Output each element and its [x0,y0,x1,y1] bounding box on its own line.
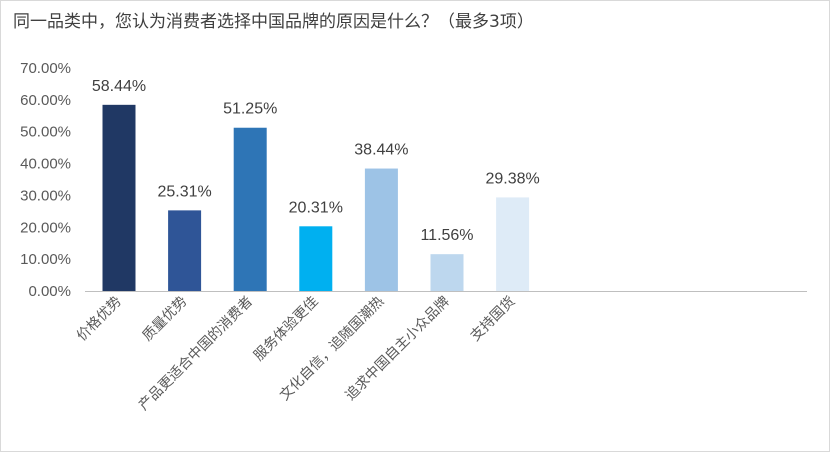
x-tick-label: 追求中国自主小众品牌 [342,293,453,404]
x-tick-label: 质量优势 [140,294,191,345]
bar [168,210,202,291]
y-tick-label: 20.00% [20,219,71,236]
data-label: 38.44% [354,142,408,159]
chart-title: 同一品类中，您认为消费者选择中国品牌的原因是什么？（最多3项） [13,12,534,32]
data-label: 11.56% [420,227,473,244]
y-tick-label: 50.00% [20,124,71,141]
data-label: 51.25% [223,101,277,118]
y-tick-label: 60.00% [20,92,71,109]
bar [102,104,136,291]
y-tick-label: 70.00% [20,60,71,77]
y-tick-label: 30.00% [20,187,71,204]
bar [299,226,333,291]
bar [233,127,267,291]
data-label: 58.44% [92,78,146,95]
bar [430,254,464,291]
data-label: 25.31% [157,183,211,200]
data-label: 29.38% [485,170,539,187]
x-tick-label: 服务体验更佳 [251,294,322,365]
y-tick-label: 0.00% [28,283,71,300]
x-tick-label: 支持国货 [467,293,519,345]
y-tick-label: 10.00% [20,251,71,268]
x-tick-label: 产品更适合中国的消费者 [136,294,256,414]
data-label: 20.31% [289,199,343,216]
bar [496,197,530,291]
bar [364,168,398,291]
y-tick-label: 40.00% [20,156,71,173]
x-tick-label: 价格优势 [74,294,125,345]
